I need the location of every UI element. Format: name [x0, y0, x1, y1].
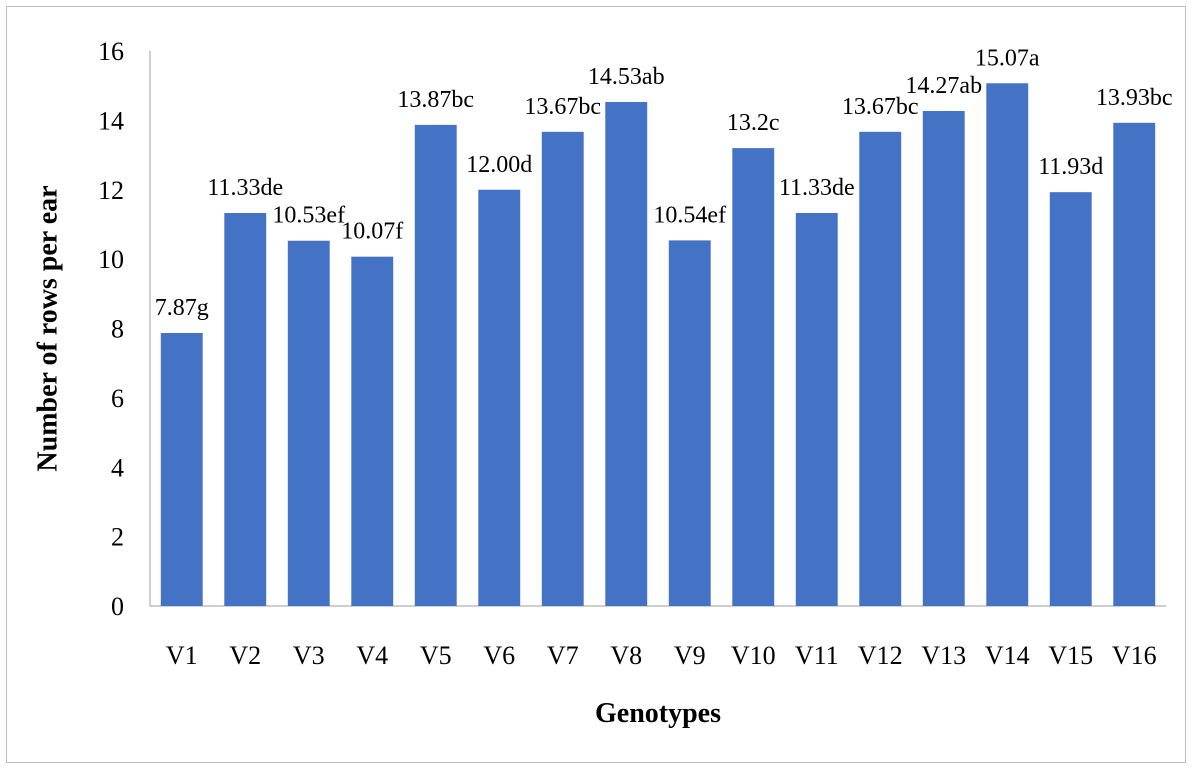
x-tick-label: V15 — [1048, 641, 1093, 670]
data-label: 10.54ef — [653, 202, 726, 228]
bar-v14 — [986, 83, 1029, 606]
bar-v1 — [160, 333, 203, 606]
data-label: 13.67bc — [524, 94, 601, 120]
x-tick-label: V6 — [483, 641, 515, 670]
data-label: 14.53ab — [588, 64, 665, 90]
x-tick-label: V16 — [1112, 641, 1157, 670]
x-axis-title: Genotypes — [595, 698, 721, 729]
bar-v2 — [224, 212, 267, 606]
x-tick-label: V2 — [229, 641, 261, 670]
data-label: 10.53ef — [272, 203, 345, 229]
bar-v5 — [414, 124, 457, 607]
data-label: 11.33de — [779, 175, 855, 201]
bar-v8 — [605, 101, 648, 606]
bar-v16 — [1113, 122, 1156, 606]
y-tick-label: 16 — [98, 37, 124, 66]
y-tick-label: 10 — [98, 245, 124, 274]
x-tick-label: V11 — [795, 641, 839, 670]
bar-v3 — [287, 240, 330, 606]
x-tick-label: V12 — [858, 641, 903, 670]
x-tick-label: V8 — [610, 641, 642, 670]
bar-v6 — [478, 189, 521, 606]
y-tick-label: 8 — [111, 315, 124, 344]
y-tick-label: 4 — [111, 453, 124, 482]
y-tick-label: 6 — [111, 384, 124, 413]
data-label: 13.87bc — [397, 87, 474, 113]
y-axis-title: Number of rows per ear — [32, 185, 63, 471]
data-label: 10.07f — [341, 219, 403, 245]
x-tick-label: V13 — [921, 641, 966, 670]
y-axis-ticks: 0 2 4 6 8 10 12 14 16 — [98, 37, 124, 621]
bar-v4 — [351, 256, 394, 606]
bar-v7 — [541, 131, 584, 606]
x-tick-label: V9 — [674, 641, 706, 670]
data-label: 11.33de — [207, 175, 283, 201]
y-tick-label: 12 — [98, 176, 124, 205]
y-tick-label: 2 — [111, 523, 124, 552]
bars — [160, 83, 1156, 607]
data-label: 15.07a — [975, 45, 1040, 71]
data-labels: 7.87g11.33de10.53ef10.07f13.87bc12.00d13… — [155, 45, 1173, 321]
data-label: 14.27ab — [905, 73, 982, 99]
x-tick-label: V10 — [731, 641, 776, 670]
x-tick-label: V7 — [547, 641, 579, 670]
x-tick-label: V1 — [166, 641, 198, 670]
bar-v10 — [732, 148, 775, 606]
data-label: 7.87g — [155, 295, 209, 321]
x-tick-label: V4 — [356, 641, 388, 670]
bar-v13 — [922, 111, 965, 607]
bar-v12 — [859, 131, 902, 606]
x-axis-ticks: V1 V2 V3 V4 V5 V6 V7 V8 V9 V10 V11 V12 V13 V14 V15 V16 — [166, 641, 1157, 670]
x-tick-label: V5 — [420, 641, 452, 670]
data-label: 13.93bc — [1096, 85, 1173, 111]
data-label: 13.67bc — [842, 94, 919, 120]
y-tick-label: 14 — [98, 106, 124, 135]
bar-v15 — [1049, 192, 1092, 606]
bar-v11 — [795, 212, 838, 606]
data-label: 11.93d — [1038, 154, 1103, 180]
x-tick-label: V14 — [985, 641, 1030, 670]
data-label: 13.2c — [727, 110, 780, 136]
bar-v9 — [668, 240, 711, 607]
data-label: 12.00d — [466, 152, 532, 178]
x-tick-label: V3 — [293, 641, 325, 670]
y-tick-label: 0 — [111, 592, 124, 621]
